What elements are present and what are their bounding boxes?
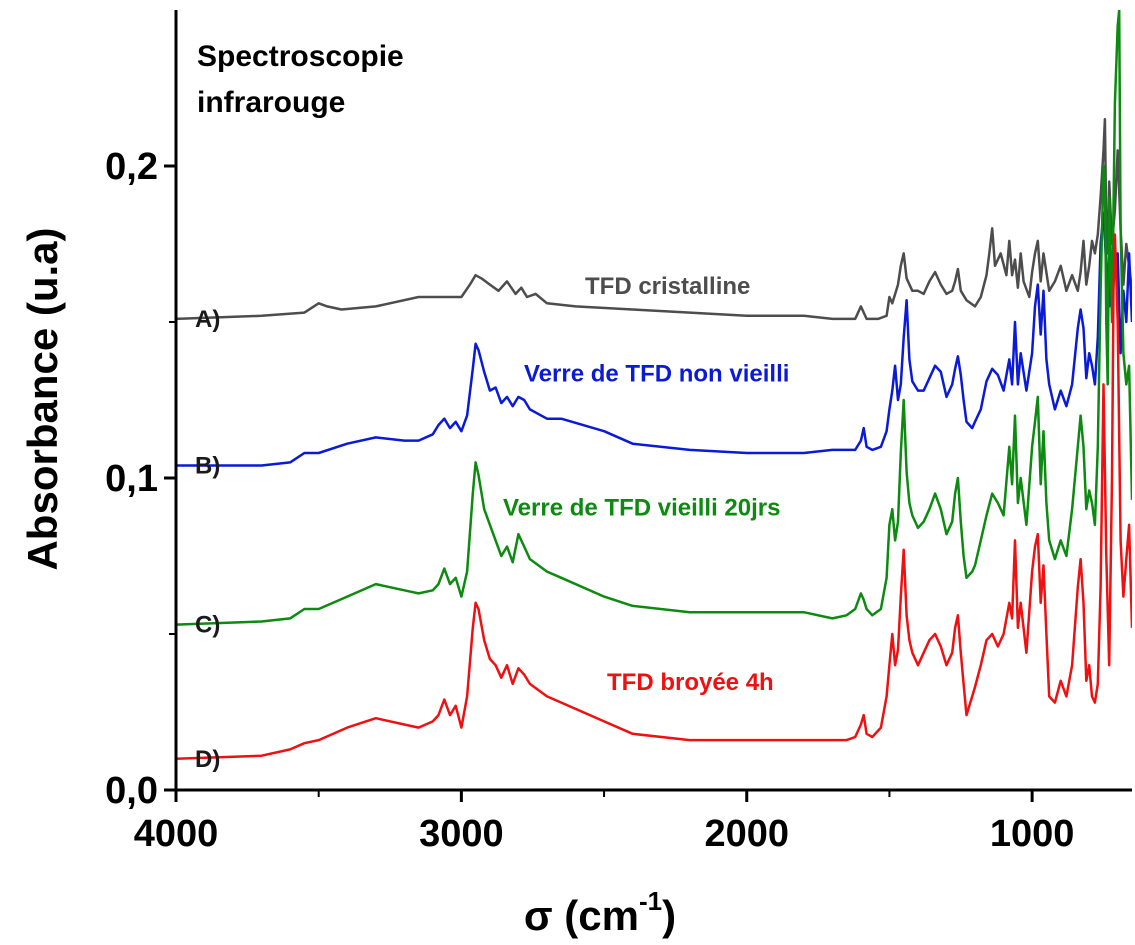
x-axis-title-main: σ (cm <box>524 892 639 939</box>
series-name-label: TFD broyée 4h <box>607 669 774 696</box>
series-letter-label: D) <box>195 746 220 773</box>
series-line-d <box>176 233 1132 761</box>
x-tick-label: 2000 <box>704 813 789 855</box>
series-line-a <box>176 117 1132 321</box>
series-name-label: Verre de TFD non vieilli <box>524 360 789 387</box>
series-name-label: TFD cristalline <box>585 273 750 300</box>
chart-title-line-2: infrarouge <box>197 86 345 119</box>
x-axis-title-superscript: -1 <box>639 886 662 916</box>
x-axis-title-end: ) <box>662 892 676 939</box>
series-name-label: Verre de TFD vieilli 20jrs <box>503 494 780 521</box>
chart-title-line-1: Spectroscopie <box>197 40 404 73</box>
x-axis-title: σ (cm-1) <box>524 886 676 939</box>
y-axis-title: Absorbance (u.a) <box>19 227 66 570</box>
series-line-c <box>176 10 1132 626</box>
y-tick-label: 0,0 <box>105 770 158 812</box>
y-tick-label: 0,2 <box>105 146 158 188</box>
ticks-layer: 4000 3000 2000 1000 0,0 0,1 0,2 <box>105 146 1074 855</box>
y-tick-label: 0,1 <box>105 458 158 500</box>
series-letter-label: A) <box>195 306 220 333</box>
series-layer <box>176 10 1132 761</box>
series-letter-label: C) <box>195 612 220 639</box>
x-tick-label: 4000 <box>134 813 219 855</box>
x-tick-label: 1000 <box>990 813 1075 855</box>
series-letter-label: B) <box>195 453 220 480</box>
series-line-b <box>176 211 1132 467</box>
axes-layer <box>174 10 1132 792</box>
labels-layer: A) TFD cristalline B) Verre de TFD non viei… <box>195 273 789 773</box>
x-tick-label: 3000 <box>419 813 504 855</box>
